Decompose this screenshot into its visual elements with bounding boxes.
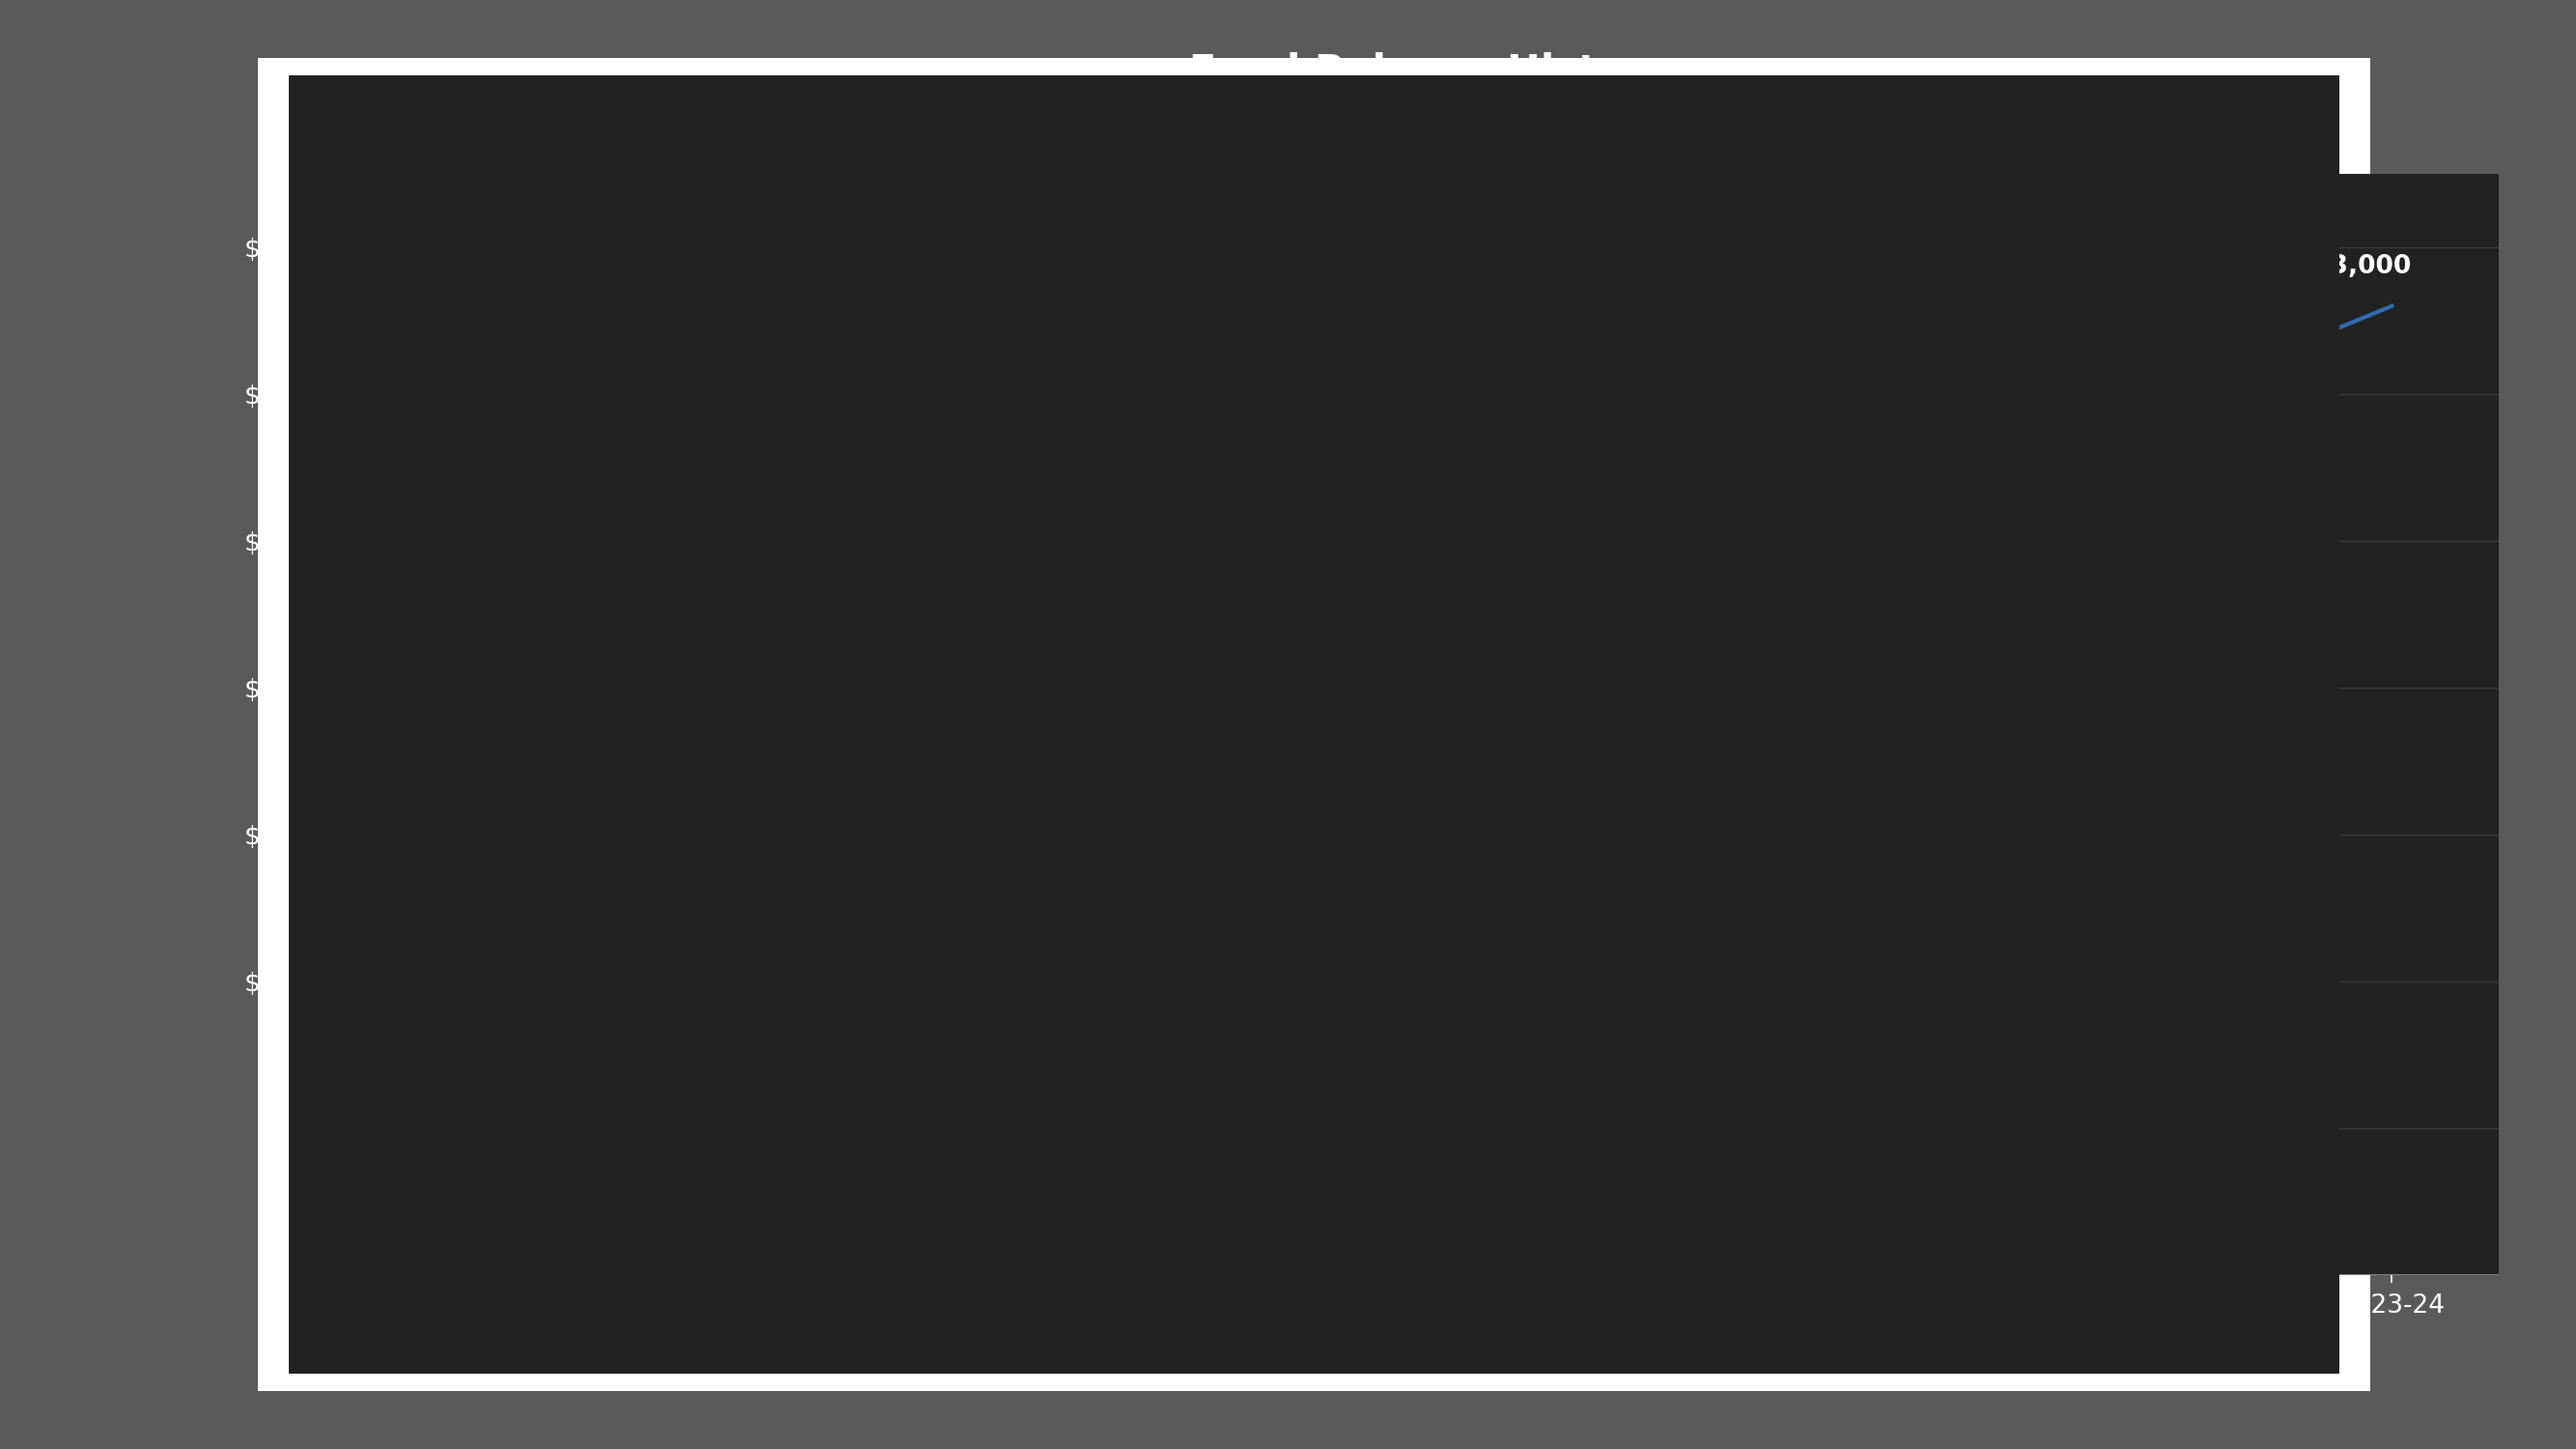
Text: $21,000: $21,000: [1440, 607, 1556, 632]
Text: $20,000: $20,000: [1226, 636, 1342, 661]
Title: Fund Balance History
2014-2024: Fund Balance History 2014-2024: [1188, 52, 1672, 149]
Text: $18,000: $18,000: [1012, 696, 1128, 720]
Text: $16,000: $16,000: [799, 753, 914, 778]
Text: $24,000: $24,000: [1654, 519, 1770, 543]
Text: $30,000: $30,000: [2081, 342, 2197, 368]
Text: $15,000: $15,000: [371, 782, 487, 809]
Text: $26,000: $26,000: [1868, 459, 1984, 485]
Text: $33,000: $33,000: [2295, 255, 2411, 280]
Text: $16,000: $16,000: [585, 753, 701, 778]
